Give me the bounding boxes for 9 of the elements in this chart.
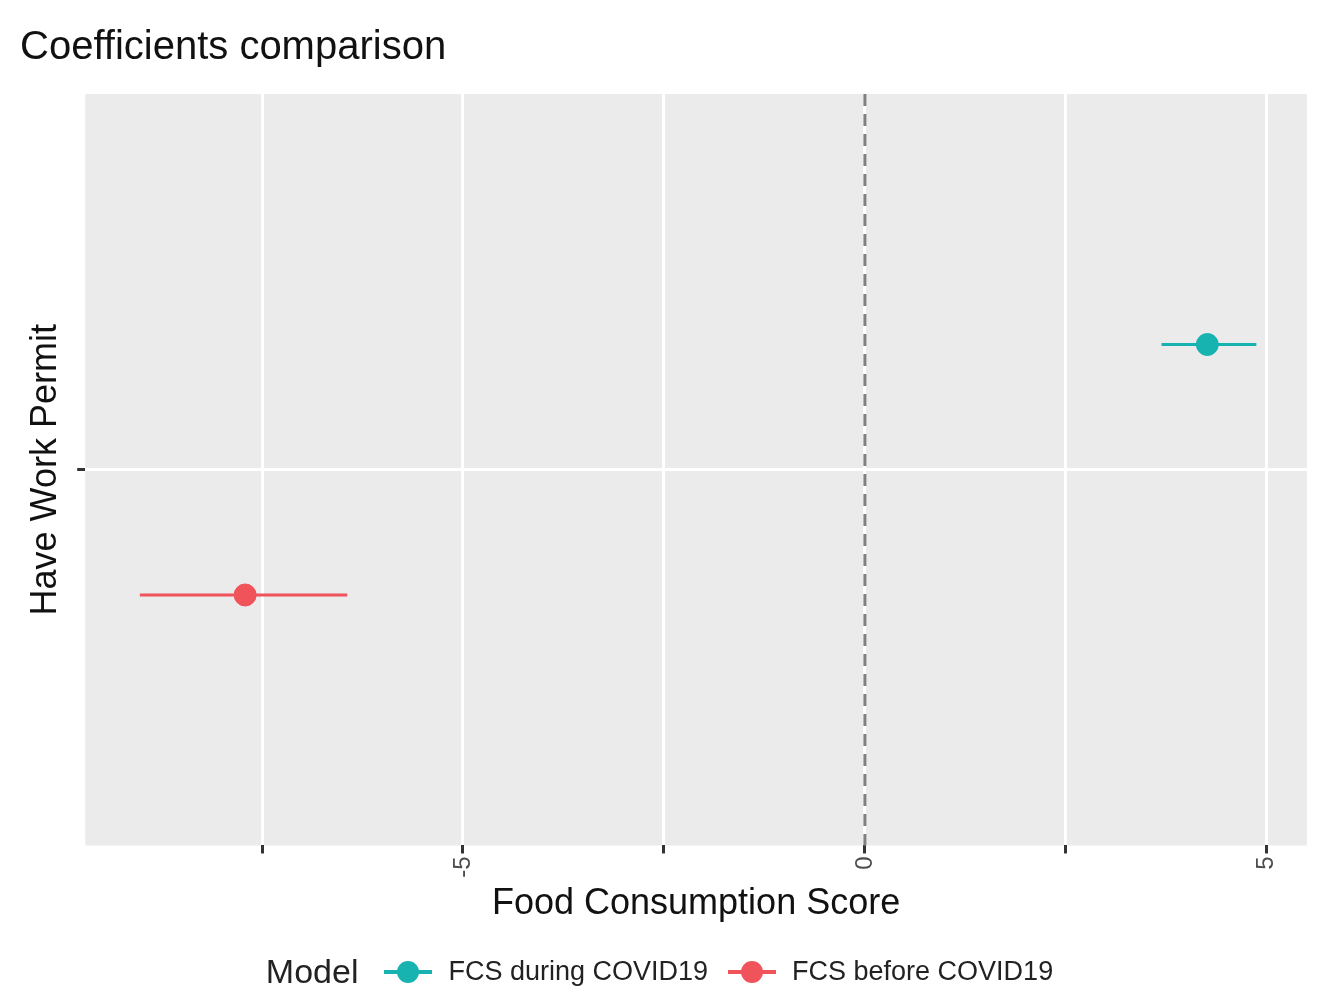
legend-label: FCS before COVID19 [792, 956, 1054, 987]
x-tick-label: 5 [1251, 856, 1279, 870]
x-tick-label: 0 [849, 856, 877, 870]
x-axis-title: Food Consumption Score [491, 881, 901, 923]
legend-label: FCS during COVID19 [448, 956, 709, 987]
chart-title: Coefficients comparison [20, 23, 447, 68]
y-axis-title: Have Work Permit [22, 324, 64, 616]
x-tick-label: -5 [447, 856, 475, 878]
legend-title: Model [265, 952, 359, 991]
